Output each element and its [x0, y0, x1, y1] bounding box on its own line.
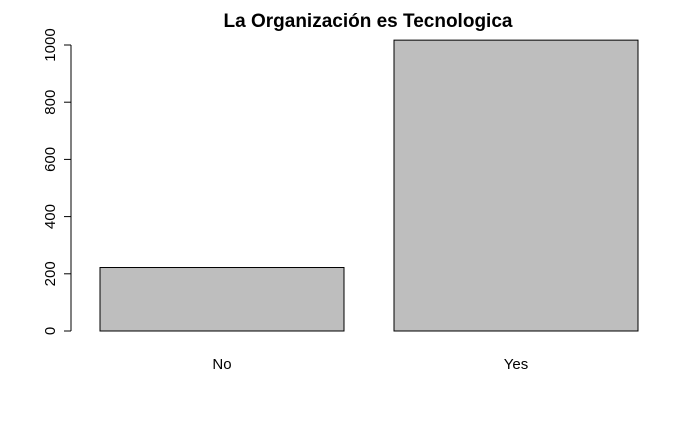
y-tick-label: 1000: [42, 28, 59, 61]
bars: [99, 39, 639, 332]
y-axis: 0 200 400 600 800 1000: [42, 28, 72, 335]
category-label-yes: Yes: [504, 356, 528, 373]
bar-yes: [393, 39, 639, 332]
bar-no: [99, 267, 345, 332]
chart-title: La Organización es Tecnologica: [224, 11, 513, 32]
y-tick-label: 200: [42, 261, 59, 286]
y-tick-label: 600: [42, 147, 59, 172]
y-tick-label: 0: [42, 327, 59, 335]
category-label-no: No: [212, 356, 231, 373]
y-tick-label: 800: [42, 90, 59, 115]
x-axis-labels: No Yes: [212, 356, 528, 373]
y-tick-label: 400: [42, 204, 59, 229]
